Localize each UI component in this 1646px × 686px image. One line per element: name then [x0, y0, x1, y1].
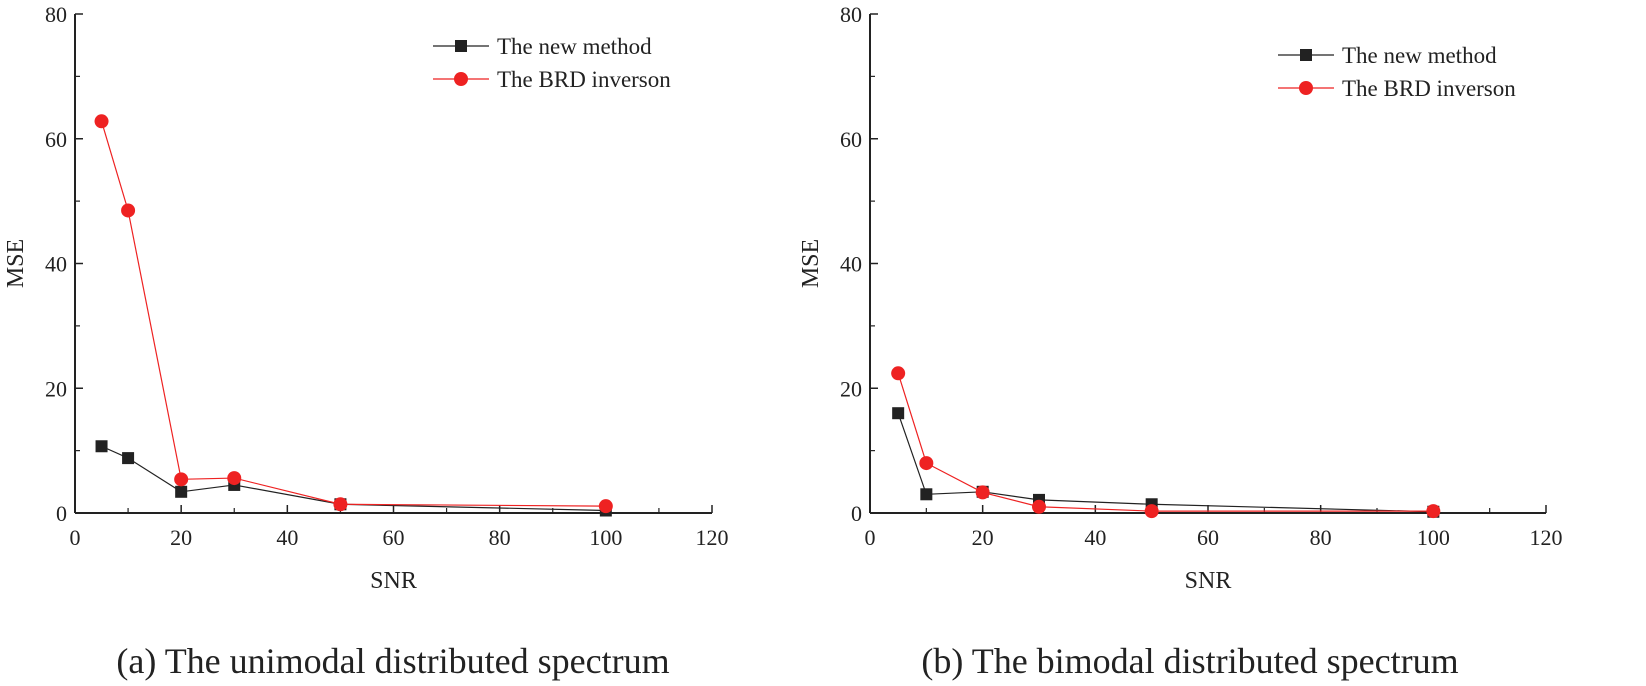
legend-label: The new method	[497, 34, 652, 59]
y-axis-label: MSE	[798, 239, 824, 288]
y-axis-label: MSE	[3, 239, 29, 288]
x-tick-label: 40	[276, 525, 298, 550]
data-point-circle	[333, 497, 348, 512]
data-point-circle	[227, 471, 242, 486]
x-tick-label: 20	[170, 525, 192, 550]
data-point-circle	[891, 366, 906, 381]
legend-label: The BRD inverson	[497, 67, 671, 92]
data-point-circle	[121, 203, 136, 218]
legend-label: The new method	[1342, 43, 1497, 68]
y-tick-label: 0	[851, 501, 862, 526]
data-point-circle	[174, 472, 189, 487]
data-point-square	[95, 440, 108, 453]
y-tick-label: 0	[56, 501, 67, 526]
x-tick-label: 60	[383, 525, 405, 550]
legend-marker-square	[1300, 49, 1312, 61]
y-tick-label: 20	[45, 376, 67, 401]
data-point-circle	[1144, 504, 1159, 519]
y-tick-label: 80	[840, 2, 862, 27]
legend-marker-square	[455, 40, 467, 52]
series-line	[100, 121, 606, 507]
legend-marker-circle	[1299, 81, 1313, 95]
x-tick-label: 40	[1084, 525, 1106, 550]
x-tick-label: 20	[972, 525, 994, 550]
x-tick-label: 60	[1197, 525, 1219, 550]
data-point-square	[122, 452, 135, 465]
data-point-square	[892, 407, 905, 420]
data-point-circle	[1426, 504, 1441, 519]
data-point-square	[920, 488, 933, 501]
x-tick-label: 120	[696, 525, 729, 550]
y-tick-label: 20	[840, 376, 862, 401]
y-tick-label: 40	[840, 252, 862, 277]
x-tick-label: 0	[70, 525, 81, 550]
chart-caption: (b) The bimodal distributed spectrum	[921, 641, 1458, 681]
chart-caption: (a) The unimodal distributed spectrum	[116, 641, 669, 681]
data-point-circle	[975, 485, 990, 500]
data-point-square	[175, 485, 188, 498]
data-point-circle	[1032, 499, 1046, 514]
data-point-circle	[94, 114, 109, 129]
data-point-circle	[919, 456, 934, 471]
y-tick-label: 80	[45, 2, 67, 27]
chart-panel-a: 0 20 40 60 80 100 120 0 20 40 60 80 SNR MSE (a) The un…	[3, 2, 729, 681]
series-line	[897, 373, 1434, 512]
x-tick-label: 100	[1417, 525, 1450, 550]
x-tick-label: 100	[589, 525, 622, 550]
legend-marker-circle	[454, 72, 468, 86]
y-tick-label: 60	[45, 127, 67, 152]
series-line	[897, 413, 1434, 513]
x-axis-label: SNR	[1185, 568, 1232, 594]
y-tick-label: 60	[840, 127, 862, 152]
x-tick-label: 120	[1530, 525, 1563, 550]
data-point-circle	[598, 499, 613, 514]
x-tick-label: 80	[489, 525, 511, 550]
legend-label: The BRD inverson	[1342, 76, 1516, 101]
y-tick-label: 40	[45, 252, 67, 277]
x-tick-label: 80	[1310, 525, 1332, 550]
x-tick-label: 0	[865, 525, 876, 550]
chart-panel-b: 0 20 40 60 80 100 120 0 20 40 60 80 SNR MSE (b) The bi…	[798, 2, 1563, 681]
x-axis-label: SNR	[370, 568, 417, 594]
